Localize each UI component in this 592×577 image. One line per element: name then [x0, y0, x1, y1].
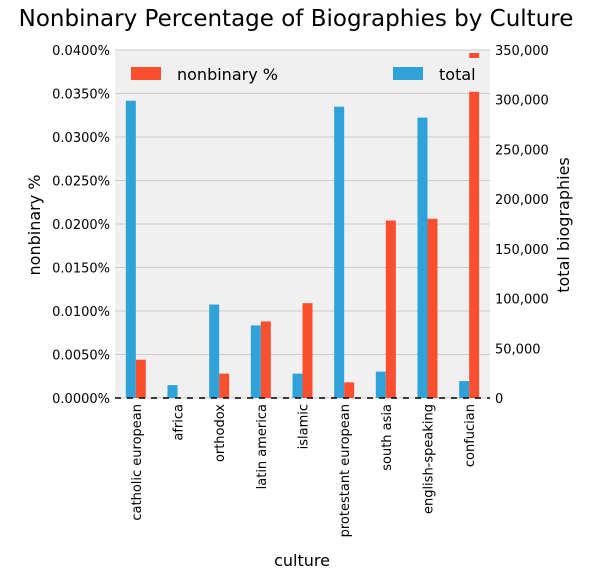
y-tick-label-left: 0.0350%: [52, 88, 110, 103]
bar-nonbinary: [260, 321, 271, 398]
chart-title: Nonbinary Percentage of Biographies by C…: [19, 6, 574, 32]
x-axis: catholic european africa orthodox latin ame…: [130, 404, 478, 538]
y-tick-label-left: 0.0200%: [52, 218, 110, 233]
y-tick-label-right: 0: [495, 392, 503, 407]
y-tick-label-right: 350,000: [495, 44, 549, 59]
y-tick-label-left: 0.0050%: [52, 349, 110, 364]
bars: [115, 53, 490, 399]
legend-label-nonbinary: nonbinary %: [177, 65, 278, 84]
x-tick-label: protestant european: [338, 404, 353, 537]
y-tick-label-left: 0.0100%: [52, 305, 110, 320]
bar-nonbinary-overflow: [469, 53, 480, 58]
bar-nonbinary: [302, 303, 313, 398]
y-tick-label-right: 300,000: [495, 94, 549, 109]
y-tick-label-right: 250,000: [495, 143, 549, 158]
x-tick-label: english-speaking: [422, 404, 437, 514]
x-tick-label: islamic: [297, 404, 312, 449]
bar-total: [459, 381, 470, 398]
x-tick-label: catholic european: [130, 404, 145, 521]
legend-label-total: total: [439, 65, 476, 84]
bar-nonbinary: [385, 220, 396, 398]
y-axis-label-left: nonbinary %: [25, 175, 44, 276]
y-tick-label-left: 0.0000%: [52, 392, 110, 407]
x-tick-label: south asia: [380, 404, 395, 471]
bar-total: [292, 373, 303, 398]
bar-nonbinary: [219, 373, 230, 398]
x-tick-label: africa: [172, 404, 187, 441]
y-tick-label-right: 100,000: [495, 293, 549, 308]
left-axis: 0.0000% 0.0050% 0.0100% 0.0150% 0.0200% 0.025…: [52, 44, 110, 407]
bar-total: [375, 371, 386, 398]
bar-total: [417, 117, 428, 399]
y-tick-label-left: 0.0300%: [52, 131, 110, 146]
y-tick-label-left: 0.0400%: [52, 44, 110, 59]
bar-nonbinary: [135, 359, 146, 398]
right-axis: 0 50,000 100,000 150,000 200,000 250,000 300,0…: [495, 44, 549, 407]
legend-swatch-nonbinary: [131, 67, 161, 80]
bar-nonbinary: [344, 382, 355, 398]
bar-nonbinary: [469, 91, 480, 398]
y-tick-label-right: 200,000: [495, 193, 549, 208]
y-tick-label-right: 50,000: [495, 342, 541, 357]
y-tick-label-left: 0.0150%: [52, 262, 110, 277]
x-tick-label: latin america: [255, 404, 270, 489]
bar-total: [167, 385, 178, 398]
y-tick-label-left: 0.0250%: [52, 175, 110, 190]
bar-total: [250, 325, 261, 398]
bar-total: [125, 100, 136, 399]
legend: nonbinary % total: [131, 65, 476, 84]
x-tick-label: orthodox: [213, 404, 228, 462]
y-tick-label-right: 150,000: [495, 243, 549, 258]
bar-nonbinary: [427, 218, 438, 398]
bar-total: [209, 304, 220, 398]
bar-total: [334, 106, 345, 398]
y-axis-label-right: total biographies: [554, 157, 573, 293]
x-axis-label: culture: [274, 551, 330, 570]
x-tick-label: confucian: [463, 404, 478, 467]
legend-swatch-total: [393, 67, 423, 80]
